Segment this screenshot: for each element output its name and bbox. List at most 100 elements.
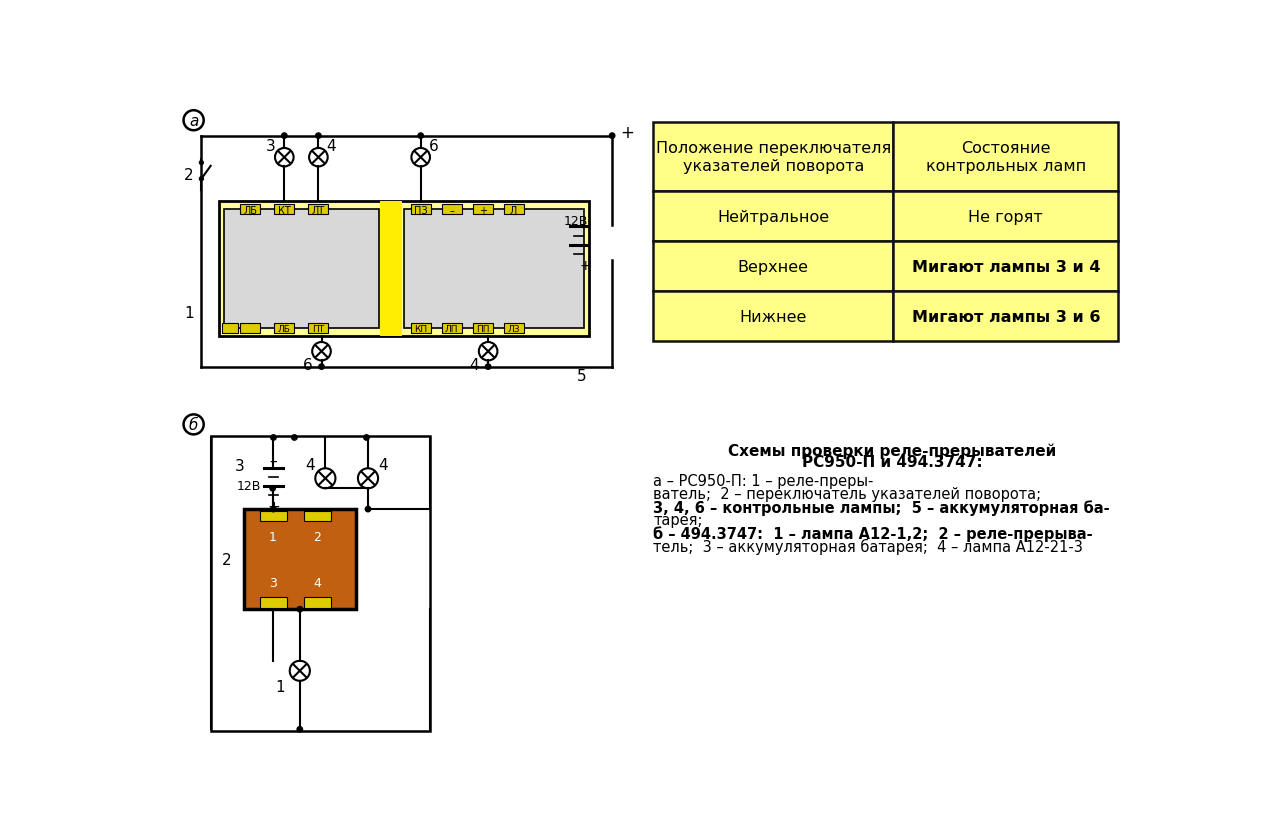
Circle shape: [271, 486, 276, 492]
Text: –: –: [450, 206, 455, 216]
Text: тель;  3 – аккумуляторная батарея;  4 – лампа А12-21-3: тель; 3 – аккумуляторная батарея; 4 – ла…: [653, 538, 1083, 555]
Bar: [504, 205, 523, 215]
Text: +: +: [479, 206, 486, 216]
Text: б: б: [189, 417, 198, 432]
Text: 6: 6: [429, 139, 438, 154]
Text: ПЗ: ПЗ: [414, 206, 428, 216]
Bar: [381, 201, 403, 336]
Text: ЛТ: ЛТ: [312, 206, 325, 216]
Text: Нейтральное: Нейтральное: [718, 209, 829, 224]
Circle shape: [199, 177, 203, 181]
Circle shape: [363, 436, 370, 441]
Bar: [653, 123, 894, 191]
Text: 4: 4: [312, 576, 321, 589]
Text: 3: 3: [235, 458, 244, 473]
Bar: [240, 205, 260, 215]
Bar: [504, 324, 523, 334]
Circle shape: [297, 726, 302, 732]
Text: 12В: 12В: [564, 215, 588, 227]
Text: ПТ: ПТ: [312, 324, 324, 334]
Text: 3: 3: [267, 139, 276, 154]
Text: Состояние
контрольных ламп: Состояние контрольных ламп: [926, 141, 1086, 173]
Bar: [442, 205, 462, 215]
Bar: [274, 205, 295, 215]
Text: Не горят: Не горят: [969, 209, 1043, 224]
Text: Л: Л: [511, 206, 517, 216]
Text: ЛБ: ЛБ: [243, 206, 258, 216]
Circle shape: [271, 507, 276, 512]
Circle shape: [366, 507, 371, 512]
Text: РС950-П и 494.3747:: РС950-П и 494.3747:: [801, 455, 983, 470]
Text: 1: 1: [276, 679, 286, 694]
Text: +: +: [267, 500, 279, 515]
Text: Мигают лампы 3 и 6: Мигают лампы 3 и 6: [912, 309, 1100, 324]
Text: Схемы проверки реле-прерывателей: Схемы проверки реле-прерывателей: [728, 442, 1057, 458]
Bar: [404, 210, 584, 329]
Circle shape: [610, 134, 615, 139]
Bar: [894, 292, 1118, 342]
Bar: [224, 210, 378, 329]
Bar: [304, 597, 330, 608]
Text: 1: 1: [184, 306, 194, 321]
Bar: [240, 324, 260, 334]
Text: 6: 6: [302, 358, 312, 372]
Bar: [410, 324, 431, 334]
Bar: [653, 292, 894, 342]
Text: 2: 2: [312, 530, 321, 543]
Text: тарея;: тарея;: [653, 512, 702, 528]
Bar: [472, 205, 493, 215]
Text: а – РС950-П: 1 – реле-преры-: а – РС950-П: 1 – реле-преры-: [653, 473, 874, 488]
Bar: [211, 436, 431, 731]
Bar: [653, 191, 894, 242]
Text: 2: 2: [184, 167, 194, 182]
Circle shape: [282, 134, 287, 139]
Text: –: –: [269, 453, 277, 468]
Text: Верхнее: Верхнее: [738, 259, 809, 274]
Text: КП: КП: [414, 324, 427, 334]
Bar: [894, 242, 1118, 292]
Text: 12В: 12В: [236, 480, 260, 493]
Bar: [220, 201, 589, 336]
Text: б – 494.3747:  1 – лампа А12-1,2;  2 – реле-прерыва-: б – 494.3747: 1 – лампа А12-1,2; 2 – рел…: [653, 526, 1092, 542]
Bar: [274, 324, 295, 334]
Bar: [653, 242, 894, 292]
Text: +: +: [579, 258, 591, 273]
Text: ЛП: ЛП: [444, 324, 458, 334]
Bar: [222, 324, 237, 334]
Bar: [244, 509, 357, 609]
Circle shape: [271, 436, 276, 441]
Bar: [309, 205, 329, 215]
Circle shape: [199, 161, 203, 166]
Text: ватель;  2 – переключатель указателей поворота;: ватель; 2 – переключатель указателей пов…: [653, 487, 1041, 502]
Text: ПП: ПП: [476, 324, 489, 334]
Bar: [410, 205, 431, 215]
Circle shape: [485, 364, 490, 370]
Bar: [259, 597, 287, 608]
Text: а: а: [189, 114, 198, 129]
Circle shape: [319, 364, 324, 370]
Text: 4: 4: [470, 358, 479, 372]
Bar: [309, 324, 329, 334]
Text: 3, 4, 6 – контрольные лампы;  5 – аккумуляторная ба-: 3, 4, 6 – контрольные лампы; 5 – аккумул…: [653, 499, 1110, 515]
Text: 4: 4: [378, 457, 389, 472]
Text: КТ: КТ: [278, 206, 291, 216]
Bar: [442, 324, 462, 334]
Bar: [259, 511, 287, 522]
Text: 3: 3: [269, 576, 277, 589]
Text: 2: 2: [222, 552, 231, 567]
Bar: [304, 511, 330, 522]
Bar: [894, 191, 1118, 242]
Circle shape: [316, 134, 321, 139]
Text: Мигают лампы 3 и 4: Мигают лампы 3 и 4: [912, 259, 1100, 274]
Text: 1: 1: [269, 530, 277, 543]
Text: 5: 5: [577, 369, 587, 384]
Text: Нижнее: Нижнее: [739, 309, 806, 324]
Text: Положение переключателя
указателей поворота: Положение переключателя указателей повор…: [655, 141, 892, 173]
Circle shape: [418, 134, 423, 139]
Text: +: +: [620, 124, 634, 141]
Text: ЛЗ: ЛЗ: [508, 324, 519, 334]
Text: 4: 4: [326, 139, 335, 154]
Text: 4: 4: [305, 457, 315, 472]
Bar: [894, 123, 1118, 191]
Circle shape: [292, 436, 297, 441]
